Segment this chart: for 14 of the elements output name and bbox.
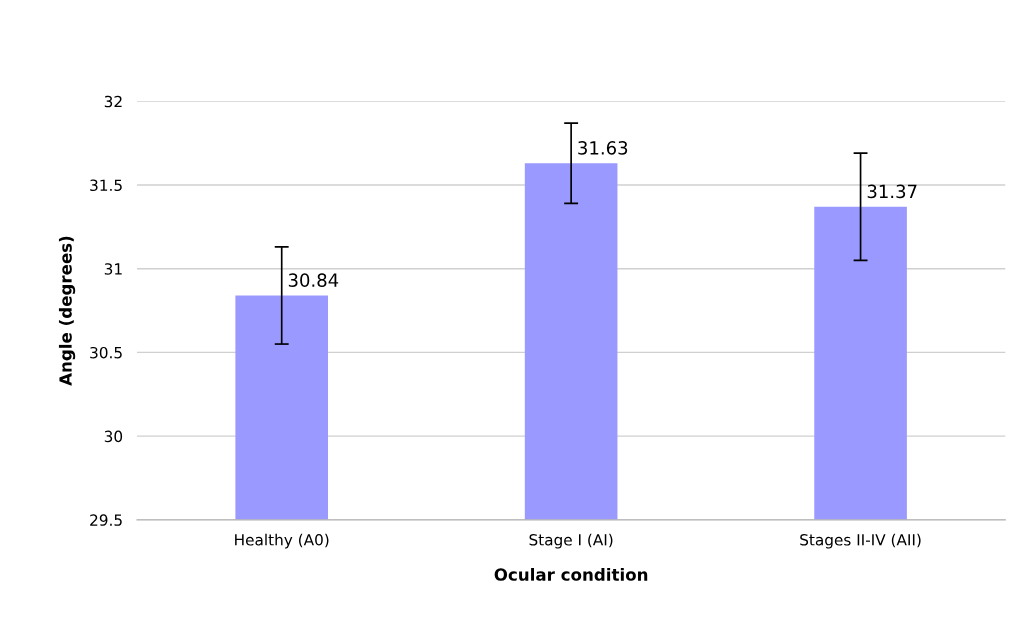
y-tick-label: 29.5 [90,514,122,526]
y-tick-label: 31.5 [90,179,122,192]
y-tick-label: 30 [104,430,123,443]
x-tick-label: Stage I (AI) [529,533,613,549]
x-axis-title: Ocular condition [494,567,648,581]
data-label: 30.84 [288,273,339,287]
x-tick-label: Stages II-IV (AII) [800,533,921,549]
y-tick-label: 31 [104,263,122,275]
x-tick-label: Healthy (A0) [235,533,329,549]
y-tick-label: 30.5 [90,346,122,359]
y-tick-label: 32 [104,95,122,108]
data-label: 31.63 [578,141,628,155]
y-axis-title: Angle (degrees) [58,236,76,386]
data-label: 31.37 [867,184,917,199]
